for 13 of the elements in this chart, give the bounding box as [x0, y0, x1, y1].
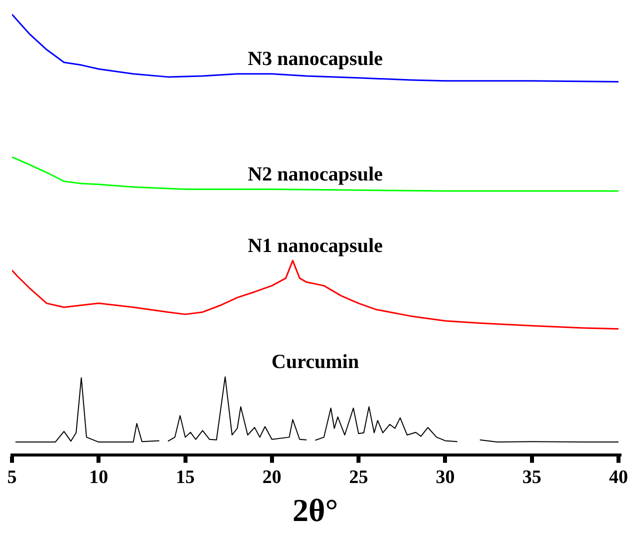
x-tick-label: 35	[522, 467, 542, 488]
series-label: N1 nanocapsule	[248, 234, 383, 257]
x-tick-label: 20	[262, 467, 282, 488]
x-tick-label: 30	[436, 467, 455, 488]
series-label: N3 nanocapsule	[248, 48, 383, 70]
series-label: Curcumin	[272, 351, 359, 374]
x-tick-label: 25	[349, 467, 368, 488]
x-tick-label: 10	[89, 467, 108, 488]
x-axis-title: 2θ°	[292, 492, 338, 528]
x-tick-label: 15	[176, 467, 195, 488]
x-tick-label: 40	[609, 467, 628, 488]
x-tick-label: 5	[7, 467, 17, 488]
series-label: N2 nanocapsule	[248, 163, 383, 186]
